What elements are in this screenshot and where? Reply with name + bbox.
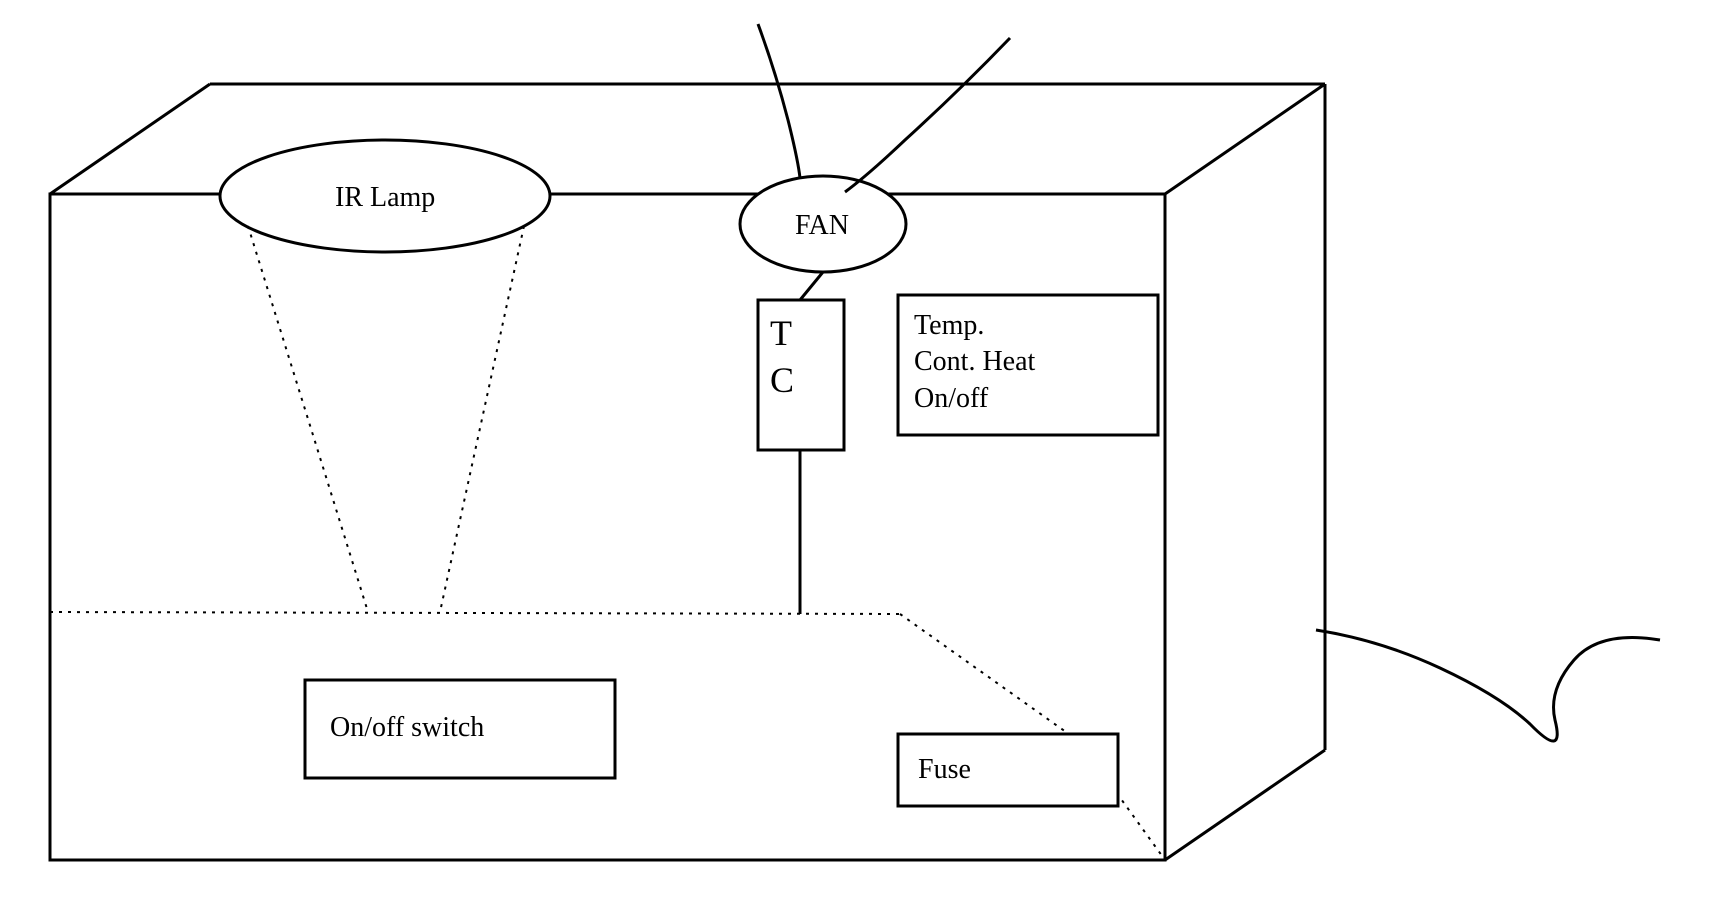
power-cord bbox=[1316, 630, 1660, 741]
onoff-switch-label: On/off switch bbox=[330, 712, 484, 744]
fan-to-tc-line bbox=[800, 272, 823, 300]
temp-control-label: Temp.Cont. HeatOn/off bbox=[914, 308, 1154, 417]
box-top-right-edge bbox=[1165, 84, 1325, 194]
fan-wire-left bbox=[758, 24, 800, 178]
ir-lamp-label: IR Lamp bbox=[335, 182, 435, 214]
tc-label: TC bbox=[770, 310, 840, 404]
box-back-bottom-diag-a bbox=[900, 614, 1080, 742]
fan-wire-right bbox=[845, 38, 1010, 192]
box-back-bottom-horiz bbox=[50, 612, 900, 614]
ir-lamp-cone-right bbox=[440, 226, 524, 612]
diagram-container: IR Lamp FAN TC Temp.Cont. HeatOn/off On/… bbox=[0, 0, 1726, 905]
fuse-label: Fuse bbox=[918, 754, 971, 786]
diagram-svg bbox=[0, 0, 1726, 905]
box-right-bottom-edge bbox=[1165, 750, 1325, 860]
box-top-left-edge bbox=[50, 84, 210, 194]
fan-label: FAN bbox=[795, 210, 849, 242]
ir-lamp-cone-left bbox=[248, 226, 368, 612]
